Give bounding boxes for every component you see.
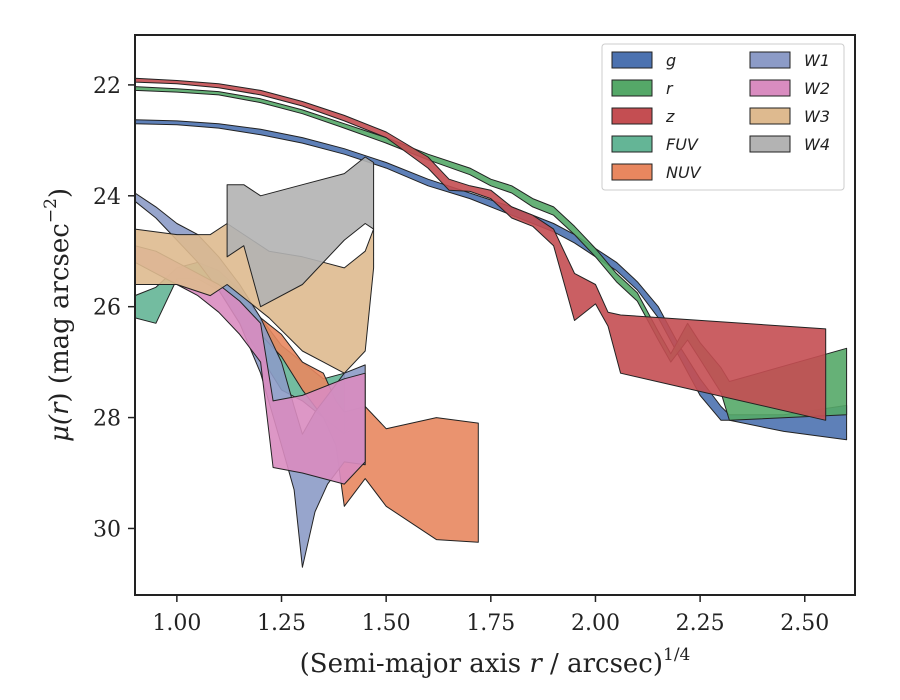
legend-label-r: r	[666, 79, 674, 98]
y-axis-label: μ(r) (mag arcsec−2)	[41, 188, 75, 442]
legend-swatch-w2	[749, 79, 791, 97]
legend-swatch-fuv	[611, 135, 653, 153]
series-band-z	[135, 77, 827, 421]
legend-swatch-w1	[749, 51, 791, 69]
x-tick-label: 1.00	[152, 611, 201, 636]
series-bands	[135, 77, 848, 568]
y-tick-label: 24	[93, 185, 121, 210]
legend-label-fuv: FUV	[666, 135, 699, 154]
legend-label-z: z	[665, 107, 675, 126]
legend-label-w4: W4	[804, 135, 830, 154]
legend-swatch-w3	[749, 107, 791, 125]
y-tick-label: 28	[93, 407, 121, 432]
x-tick-label: 1.75	[466, 611, 515, 636]
legend: grz FUV NUV W1 W2 W3 W4	[601, 43, 845, 191]
legend-label-w1: W1	[804, 51, 830, 70]
legend-swatch-r	[611, 79, 653, 97]
x-tick-label: 1.25	[257, 611, 306, 636]
legend-swatch-nuv	[611, 163, 653, 181]
y-tick-label: 22	[93, 74, 121, 99]
series-band-w4	[226, 156, 375, 308]
y-tick-label: 26	[93, 296, 121, 321]
series-band-g	[135, 119, 848, 441]
legend-swatch-w4	[749, 135, 791, 153]
x-tick-label: 2.00	[571, 611, 620, 636]
legend-label-g: g	[666, 51, 676, 70]
legend-label-w3: W3	[804, 107, 830, 126]
x-tick-label: 2.25	[676, 611, 725, 636]
legend-swatch-g	[611, 51, 653, 69]
x-tick-label: 2.50	[780, 611, 829, 636]
x-axis-ticks: 1.00 1.25 1.50 1.75 2.00 2.25 2.50	[152, 595, 829, 636]
legend-label-nuv: NUV	[666, 163, 702, 182]
legend-swatch-z	[611, 107, 653, 125]
x-axis-label: (Semi-major axis r / arcsec)1/4	[300, 645, 691, 679]
legend-label-w2: W2	[804, 79, 830, 98]
y-axis-ticks: 22 24 26 28 30	[93, 74, 135, 542]
plot-frame	[134, 34, 856, 596]
y-tick-label: 30	[93, 517, 121, 542]
x-tick-label: 1.50	[362, 611, 411, 636]
